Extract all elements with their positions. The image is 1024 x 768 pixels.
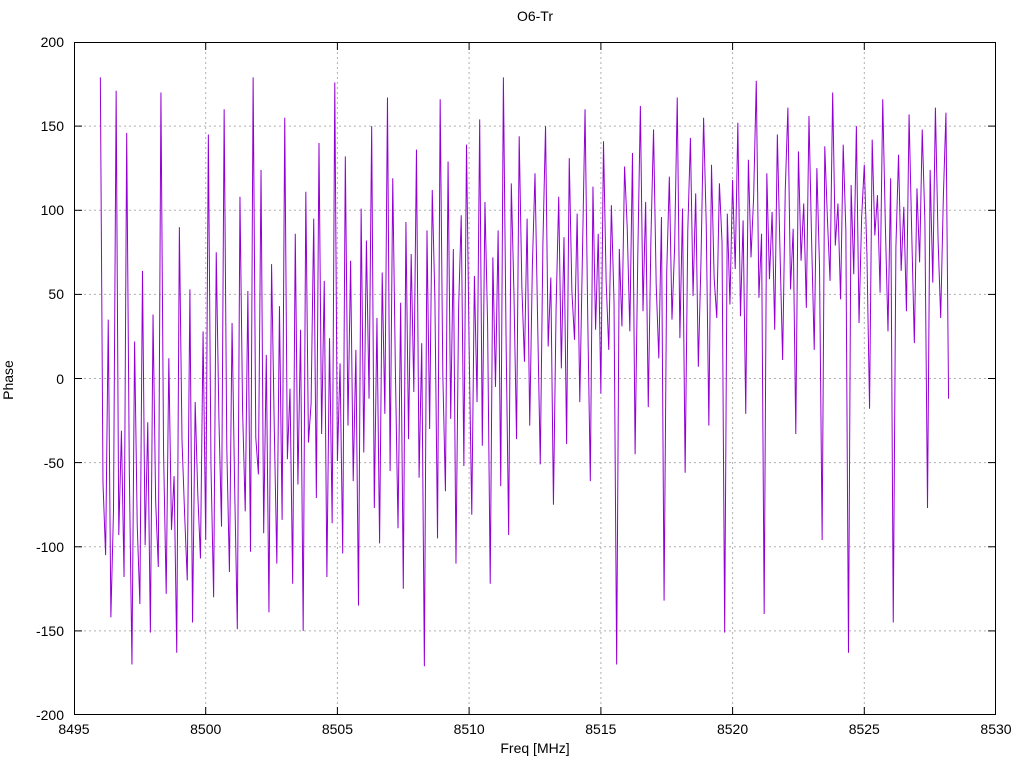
y-tick-label: -50 bbox=[43, 454, 64, 471]
x-tick-label: 8515 bbox=[585, 721, 617, 737]
phase-chart-svg bbox=[74, 42, 996, 715]
x-axis-label: Freq [MHz] bbox=[500, 740, 570, 756]
x-tick-label: 8530 bbox=[980, 721, 1012, 737]
x-tick-label: 8520 bbox=[716, 721, 749, 737]
y-tick-label: -150 bbox=[35, 622, 64, 639]
x-tick-label: 8505 bbox=[321, 721, 353, 737]
y-tick-label: 200 bbox=[40, 34, 64, 50]
x-tick-label: 8495 bbox=[58, 721, 90, 737]
x-tick-label: 8510 bbox=[453, 721, 485, 737]
x-tick-label: 8500 bbox=[190, 721, 222, 737]
chart-title: O6-Tr bbox=[516, 8, 554, 24]
y-tick-label: 100 bbox=[40, 202, 64, 219]
plot-area bbox=[74, 42, 996, 715]
y-tick-label: 50 bbox=[48, 286, 64, 303]
y-tick-label: -100 bbox=[35, 538, 64, 555]
y-tick-label: -200 bbox=[35, 707, 64, 723]
y-tick-label: 150 bbox=[40, 118, 64, 135]
phase-trace bbox=[99, 77, 950, 667]
x-tick-label: 8525 bbox=[848, 721, 880, 737]
y-tick-label: 0 bbox=[56, 370, 64, 387]
plot-border bbox=[74, 42, 996, 715]
